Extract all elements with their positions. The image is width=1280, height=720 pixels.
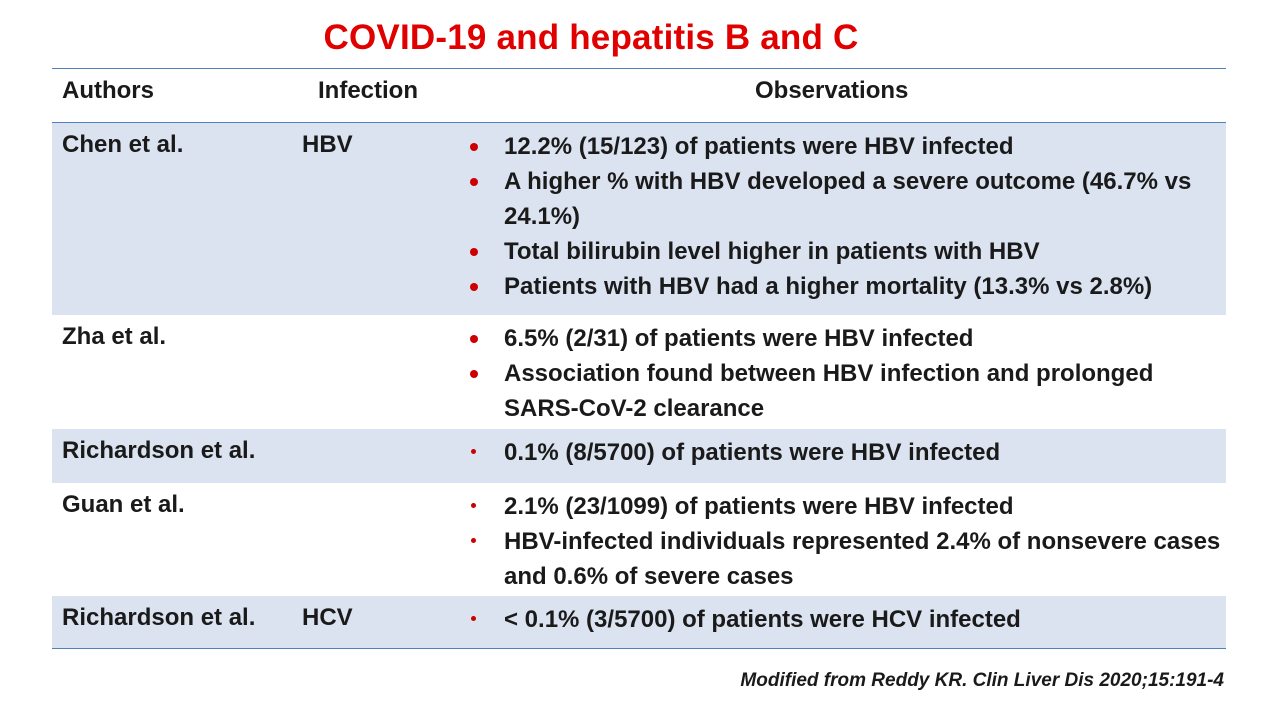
observation-text: 12.2% (15/123) of patients were HBV infe… <box>504 133 1014 160</box>
observations-list: 12.2% (15/123) of patients were HBV infe… <box>466 129 1226 304</box>
header-observations: Observations <box>755 77 909 104</box>
header-authors: Authors <box>62 77 154 104</box>
observations-list: 6.5% (2/31) of patients were HBV infecte… <box>466 321 1226 426</box>
observation-text: Patients with HBV had a higher mortality… <box>504 273 1153 300</box>
table-row: Chen et al. HBV 12.2% (15/123) of patien… <box>52 123 1226 315</box>
list-item: 0.1% (8/5700) of patients were HBV infec… <box>466 435 1226 470</box>
source-footnote: Modified from Reddy KR. Clin Liver Dis 2… <box>740 670 1224 691</box>
table-row: Guan et al. 2.1% (23/1099) of patients w… <box>52 483 1226 596</box>
observations-list: 0.1% (8/5700) of patients were HBV infec… <box>466 435 1226 470</box>
table-row: Richardson et al. 0.1% (8/5700) of patie… <box>52 429 1226 483</box>
list-item: Patients with HBV had a higher mortality… <box>466 269 1226 304</box>
infection-cell: HCV <box>302 604 353 631</box>
observation-text: 6.5% (2/31) of patients were HBV infecte… <box>504 325 974 352</box>
table-row: Zha et al. 6.5% (2/31) of patients were … <box>52 315 1226 429</box>
table-header: Authors Infection Observations <box>52 69 1226 123</box>
list-item: 6.5% (2/31) of patients were HBV infecte… <box>466 321 1226 356</box>
author-cell: Richardson et al. <box>62 437 256 464</box>
observations-list: 2.1% (23/1099) of patients were HBV infe… <box>466 489 1226 594</box>
list-item: Association found between HBV infection … <box>466 356 1226 426</box>
list-item: < 0.1% (3/5700) of patients were HCV inf… <box>466 602 1226 637</box>
list-item: 2.1% (23/1099) of patients were HBV infe… <box>466 489 1226 524</box>
header-infection: Infection <box>318 77 418 104</box>
observation-text: 2.1% (23/1099) of patients were HBV infe… <box>504 493 1014 520</box>
observations-table: Authors Infection Observations Chen et a… <box>52 68 1226 649</box>
author-cell: Zha et al. <box>62 323 167 350</box>
observation-text: HBV-infected individuals represented 2.4… <box>504 528 1221 590</box>
list-item: A higher % with HBV developed a severe o… <box>466 164 1226 234</box>
list-item: Total bilirubin level higher in patients… <box>466 234 1226 269</box>
table-row: Richardson et al. HCV < 0.1% (3/5700) of… <box>52 596 1226 648</box>
observation-text: 0.1% (8/5700) of patients were HBV infec… <box>504 439 1001 466</box>
author-cell: Guan et al. <box>62 491 185 518</box>
list-item: 12.2% (15/123) of patients were HBV infe… <box>466 129 1226 164</box>
observation-text: Association found between HBV infection … <box>504 360 1154 422</box>
observation-text: Total bilirubin level higher in patients… <box>504 238 1040 265</box>
list-item: HBV-infected individuals represented 2.4… <box>466 524 1226 594</box>
observations-list: < 0.1% (3/5700) of patients were HCV inf… <box>466 602 1226 637</box>
infection-cell: HBV <box>302 131 353 158</box>
observation-text: < 0.1% (3/5700) of patients were HCV inf… <box>504 606 1021 633</box>
author-cell: Richardson et al. <box>62 604 256 631</box>
author-cell: Chen et al. <box>62 131 184 158</box>
slide-title: COVID-19 and hepatitis B and C <box>323 18 859 57</box>
observation-text: A higher % with HBV developed a severe o… <box>504 168 1192 230</box>
